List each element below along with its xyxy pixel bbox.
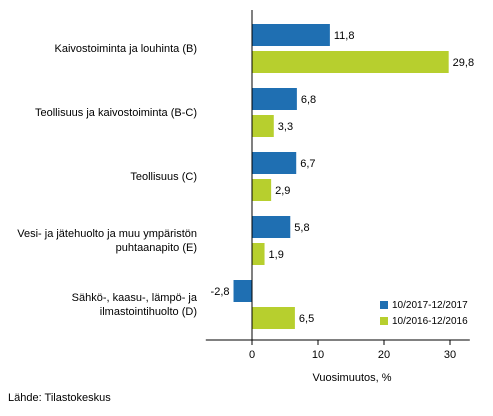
source-note: Lähde: Tilastokeskus [8,392,111,404]
data-label: 1,9 [269,249,284,261]
bar-series2 [252,243,265,265]
data-label: -2,8 [211,286,230,298]
legend-swatch [380,301,388,309]
x-tick-label: 0 [249,349,255,361]
data-label: 11,8 [334,30,355,42]
category-label: Kaivostoiminta ja louhinta (B) [54,42,197,55]
legend-label: 10/2017-12/2017 [392,300,468,311]
bar-series1 [252,88,297,110]
data-label: 29,8 [453,57,474,69]
bar-series2 [252,307,295,329]
x-tick-label: 20 [378,349,390,361]
legend-label: 10/2016-12/2016 [392,316,468,327]
bar-series2 [252,115,274,137]
x-tick-label: 30 [444,349,456,361]
x-tick-label: 10 [312,349,324,361]
bar-series1 [252,216,291,238]
data-label: 6,5 [299,313,314,325]
category-label: Teollisuus (C) [130,170,197,183]
category-label: Teollisuus ja kaivostoiminta (B-C) [35,106,197,119]
bar-series2 [252,51,449,73]
legend-swatch [380,317,388,325]
category-label: Vesi- ja jätehuolto ja muu ympäristön pu… [17,227,197,254]
bar-series1 [233,280,252,302]
data-label: 3,3 [278,121,293,133]
data-label: 6,7 [300,158,315,170]
data-label: 2,9 [275,185,290,197]
bar-series1 [252,24,330,46]
data-label: 6,8 [301,94,316,106]
bar-series1 [252,152,297,174]
category-label: Sähkö-, kaasu-, lämpö- ja ilmastointihuo… [71,291,197,318]
data-label: 5,8 [294,222,309,234]
x-axis-label: Vuosimuutos, % [312,372,392,384]
bar-series2 [252,179,272,201]
